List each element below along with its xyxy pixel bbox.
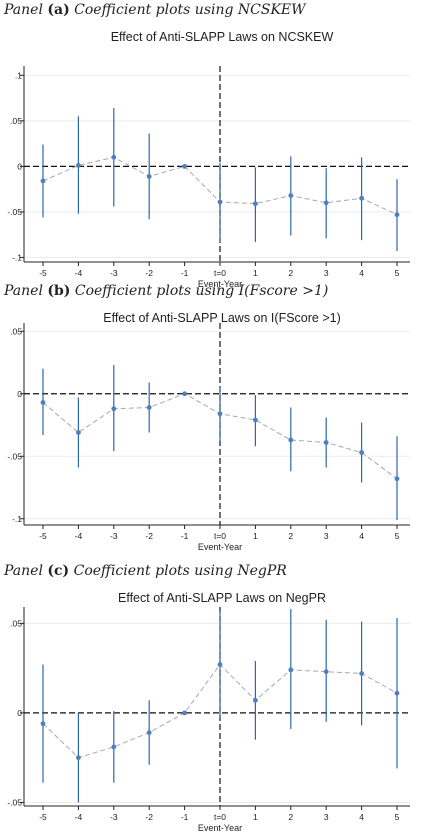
y-tick-label: -.05 xyxy=(7,797,22,807)
y-tick-label: 0 xyxy=(17,161,22,171)
data-point xyxy=(323,440,329,445)
data-point xyxy=(40,178,46,184)
data-point xyxy=(111,406,117,412)
data-point xyxy=(217,662,223,667)
data-point xyxy=(253,697,258,703)
x-tick-label: -1 xyxy=(181,531,189,541)
x-tick-label: 5 xyxy=(395,268,400,278)
x-tick-label: 4 xyxy=(359,268,364,278)
y-tick-label: 0 xyxy=(17,389,22,399)
y-tick-label: -.05 xyxy=(7,451,22,461)
data-point xyxy=(394,212,400,218)
panel-b-letter: (b) xyxy=(47,283,71,299)
panel-c-description: Coefficient plots using NegPR xyxy=(73,563,287,579)
x-tick-label: -3 xyxy=(110,531,118,541)
data-point xyxy=(288,193,294,198)
x-tick-label: -3 xyxy=(110,812,118,822)
x-axis-label: Event-Year xyxy=(198,542,242,552)
x-tick-label: -4 xyxy=(75,268,83,278)
data-point xyxy=(111,154,117,160)
chart-title: Effect of Anti-SLAPP Laws on NCSKEW xyxy=(111,30,334,44)
panel-a-letter: (a) xyxy=(47,2,70,18)
data-point xyxy=(146,173,152,179)
x-tick-label: 3 xyxy=(324,268,329,278)
panel-a-prefix: Panel xyxy=(4,2,43,18)
data-point xyxy=(146,730,152,735)
panel-b-prefix: Panel xyxy=(4,283,43,299)
data-point xyxy=(182,710,188,716)
x-tick-label: 4 xyxy=(359,812,364,822)
y-tick-label: .05 xyxy=(10,618,22,628)
data-point xyxy=(288,437,294,443)
data-point xyxy=(217,199,223,205)
chart-negpr: Effect of Anti-SLAPP Laws on NegPR .05 0 -.… xyxy=(7,591,410,833)
panel-a-label: Panel (a) Coefficient plots using NCSKEW xyxy=(4,2,306,18)
data-point xyxy=(359,450,364,455)
x-tick-label: -2 xyxy=(145,531,153,541)
panel-c-letter: (c) xyxy=(47,563,70,579)
x-tick-label: 2 xyxy=(288,531,293,541)
data-point xyxy=(76,755,81,761)
data-point xyxy=(182,391,188,397)
chart-fscore: Effect of Anti-SLAPP Laws on I(FScore >1… xyxy=(7,311,410,552)
y-tick-label: 0 xyxy=(17,708,22,718)
data-point xyxy=(394,690,400,696)
data-point xyxy=(182,163,188,169)
x-tick-label: 2 xyxy=(288,812,293,822)
data-point xyxy=(217,411,223,417)
data-point xyxy=(76,430,81,435)
x-tick-label: -1 xyxy=(181,268,189,278)
x-tick-label: -2 xyxy=(145,812,153,822)
y-tick-label: -.05 xyxy=(7,207,22,217)
data-point xyxy=(359,671,364,676)
x-tick-label: -4 xyxy=(75,812,83,822)
x-tick-label: t=0 xyxy=(214,268,226,278)
x-tick-label: -4 xyxy=(75,531,83,541)
x-tick-label: -5 xyxy=(39,531,47,541)
x-tick-label: -2 xyxy=(145,268,153,278)
y-tick-label: -.1 xyxy=(12,252,22,262)
data-point xyxy=(253,417,258,423)
data-point xyxy=(76,163,81,168)
data-point xyxy=(323,200,329,206)
panel-c-prefix: Panel xyxy=(4,563,43,579)
x-tick-label: 3 xyxy=(324,531,329,541)
x-tick-label: t=0 xyxy=(214,531,226,541)
y-tick-label: .05 xyxy=(10,116,22,126)
data-point xyxy=(111,744,117,750)
x-tick-label: 1 xyxy=(253,268,258,278)
data-point xyxy=(394,476,400,482)
panel-a-description: Coefficient plots using NCSKEW xyxy=(74,2,306,18)
panel-b-label: Panel (b) Coefficient plots using I(Fsco… xyxy=(4,283,328,299)
x-tick-label: t=0 xyxy=(214,812,226,822)
y-tick-label: -.1 xyxy=(12,514,22,524)
data-point xyxy=(146,405,152,410)
y-tick-label: .05 xyxy=(10,326,22,336)
x-tick-label: 1 xyxy=(253,531,258,541)
x-tick-label: -3 xyxy=(110,268,118,278)
data-point xyxy=(253,201,258,207)
x-tick-label: -5 xyxy=(39,268,47,278)
x-tick-label: 3 xyxy=(324,812,329,822)
x-tick-label: -1 xyxy=(181,812,189,822)
x-tick-label: 5 xyxy=(395,812,400,822)
chart-ncskew: Effect of Anti-SLAPP Laws on NCSKEW .1 .05… xyxy=(7,30,410,289)
x-tick-label: 2 xyxy=(288,268,293,278)
x-tick-label: 1 xyxy=(253,812,258,822)
x-tick-label: 5 xyxy=(395,531,400,541)
y-tick-label: .1 xyxy=(15,70,22,80)
chart-title: Effect of Anti-SLAPP Laws on NegPR xyxy=(118,591,326,605)
panel-b-description: Coefficient plots using I(Fscore >1) xyxy=(74,283,329,299)
x-tick-label: 4 xyxy=(359,531,364,541)
panel-c-label: Panel (c) Coefficient plots using NegPR xyxy=(4,563,287,579)
data-point xyxy=(288,667,294,673)
chart-title: Effect of Anti-SLAPP Laws on I(FScore >1… xyxy=(103,311,341,325)
data-point xyxy=(359,195,364,201)
data-point xyxy=(40,400,46,405)
data-point xyxy=(40,721,46,727)
data-point xyxy=(323,669,329,675)
x-axis-label: Event-Year xyxy=(198,823,242,833)
x-axis-label: Event-Year xyxy=(198,279,242,289)
x-tick-label: -5 xyxy=(39,812,47,822)
